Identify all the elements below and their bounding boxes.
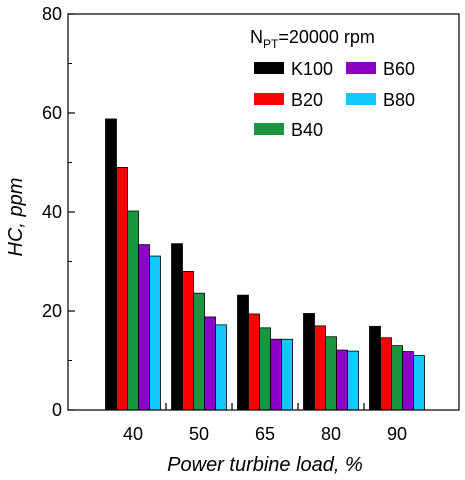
bar-b80-90 — [413, 355, 425, 411]
bar-b80-50 — [215, 324, 227, 411]
bar-b60-90 — [402, 351, 414, 411]
legend-swatch-b40 — [254, 123, 284, 135]
annotation-rest: =20000 rpm — [278, 27, 375, 47]
x-tick-label-65: 65 — [255, 424, 275, 444]
y-tick-label-60: 60 — [42, 103, 62, 123]
annotation-main: N — [250, 27, 263, 47]
bar-b20-40 — [116, 167, 128, 411]
legend-label-b80: B80 — [383, 90, 415, 110]
y-tick-label-40: 40 — [42, 202, 62, 222]
bar-b40-90 — [391, 345, 403, 411]
y-tick-label-0: 0 — [52, 400, 62, 420]
x-tick-label-80: 80 — [321, 424, 341, 444]
bar-b80-65 — [281, 338, 293, 411]
legend-label-b40: B40 — [291, 120, 323, 140]
bar-b60-50 — [204, 316, 216, 411]
y-tick-label-20: 20 — [42, 301, 62, 321]
legend-label-b60: B60 — [383, 59, 415, 79]
legend-swatch-b20 — [254, 93, 284, 105]
y-tick-label-80: 80 — [42, 4, 62, 24]
bar-b40-65 — [259, 327, 271, 411]
bar-b20-50 — [182, 270, 194, 411]
y-axis-title: HC, ppm — [5, 178, 27, 257]
bar-b40-50 — [193, 292, 205, 411]
legend-swatch-b80 — [346, 93, 376, 105]
bar-k100-65 — [237, 294, 249, 411]
bar-k100-80 — [303, 313, 315, 411]
bar-b20-65 — [248, 313, 260, 411]
bar-b40-40 — [127, 210, 139, 411]
x-tick-label-90: 90 — [387, 424, 407, 444]
legend: K100 B20 B40 B60 B80 — [254, 59, 415, 140]
legend-swatch-k100 — [254, 62, 284, 74]
legend-swatch-b60 — [346, 62, 376, 74]
legend-label-b20: B20 — [291, 90, 323, 110]
bar-b60-40 — [138, 244, 150, 411]
bar-b80-40 — [149, 255, 161, 411]
bar-b80-80 — [347, 350, 359, 411]
bar-k100-40 — [105, 118, 117, 411]
bar-k100-50 — [171, 243, 183, 411]
speed-annotation: NPT=20000 rpm — [250, 27, 375, 51]
y-tick-labels: 0 20 40 60 80 — [42, 4, 62, 420]
annotation-subscript: PT — [263, 37, 279, 51]
bars-group — [105, 118, 425, 411]
axes-group — [67, 13, 460, 411]
legend-label-k100: K100 — [291, 59, 333, 79]
bar-b60-80 — [336, 349, 348, 411]
x-tick-label-50: 50 — [189, 424, 209, 444]
bar-b60-65 — [270, 338, 282, 411]
x-tick-labels: 40 50 65 80 90 — [123, 424, 407, 444]
bar-b20-90 — [380, 337, 392, 411]
bar-b20-80 — [314, 325, 326, 411]
x-tick-label-40: 40 — [123, 424, 143, 444]
x-axis-title: Power turbine load, % — [167, 454, 363, 476]
bar-b40-80 — [325, 336, 337, 411]
bar-k100-90 — [369, 325, 381, 411]
